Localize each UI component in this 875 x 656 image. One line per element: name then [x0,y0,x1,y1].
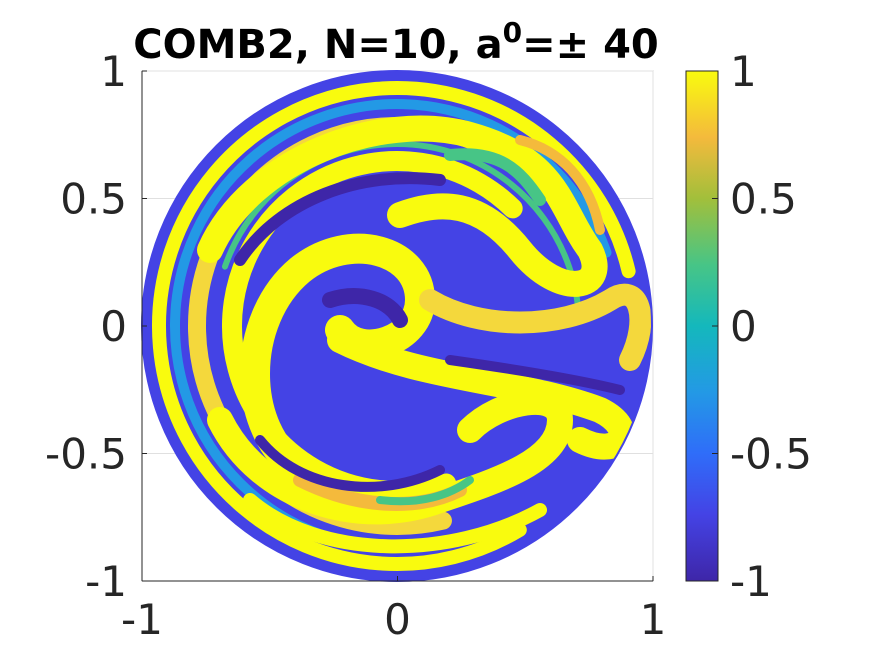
swirl-right-yellow [419,283,652,371]
y-tick-label-2: 0 [100,302,127,351]
colorbar-ticks: -1 -0.5 0 0.5 1 [712,47,812,606]
band-outer-cyan [170,99,624,553]
band-outer-yellow [151,81,642,571]
colorbar-tick-label-2: 0 [730,302,757,351]
x-tick-labels: -1 0 1 [121,576,666,644]
colorbar: -1 -0.5 0 0.5 1 [685,47,812,606]
swirl-lower-green [376,476,474,506]
swirl-inner-yellow [240,233,435,485]
y-tick-labels: -1 -0.5 0 0.5 1 [45,47,147,606]
y-tick-label-0: -1 [85,557,127,606]
colorbar-tick-label-3: 0.5 [730,175,797,224]
colorbar-tick-label-4: 1 [730,47,757,96]
chart-title: COMB2, N=10, a0=± 40 [133,16,658,68]
x-tick-label-1: 0 [384,595,411,644]
band-dark-3 [445,355,625,395]
swirl-center-yellow [327,327,635,460]
swirl-upper-green [444,148,546,206]
colorbar-tick-label-1: -0.5 [730,430,812,479]
swirl-upper-orange [515,135,605,235]
swirl-lower-yellow [207,388,573,525]
swirl-inner-dark [322,288,408,328]
title-suffix: =± 40 [522,22,659,68]
x-tick-label-0: -1 [121,595,163,644]
y-tick-label-1: -0.5 [45,430,127,479]
swirl-bottom-yellow [243,493,547,554]
colorbar-tick-label-0: -1 [730,557,772,606]
heatmap-field [142,71,652,581]
title-superscript: 0 [503,16,522,49]
x-tick-label-2: 1 [640,595,667,644]
y-tick-label-3: 0.5 [60,175,127,224]
swirl-upper-yellow [197,115,608,297]
y-tick-label-4: 1 [100,47,127,96]
band-dark-1 [234,172,446,266]
band-dark-2 [255,435,445,492]
